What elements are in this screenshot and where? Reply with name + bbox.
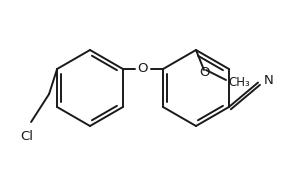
Text: O: O — [199, 65, 209, 78]
Text: Cl: Cl — [21, 130, 34, 143]
Text: N: N — [264, 74, 274, 87]
Text: CH₃: CH₃ — [228, 76, 250, 89]
Text: O: O — [138, 62, 148, 76]
